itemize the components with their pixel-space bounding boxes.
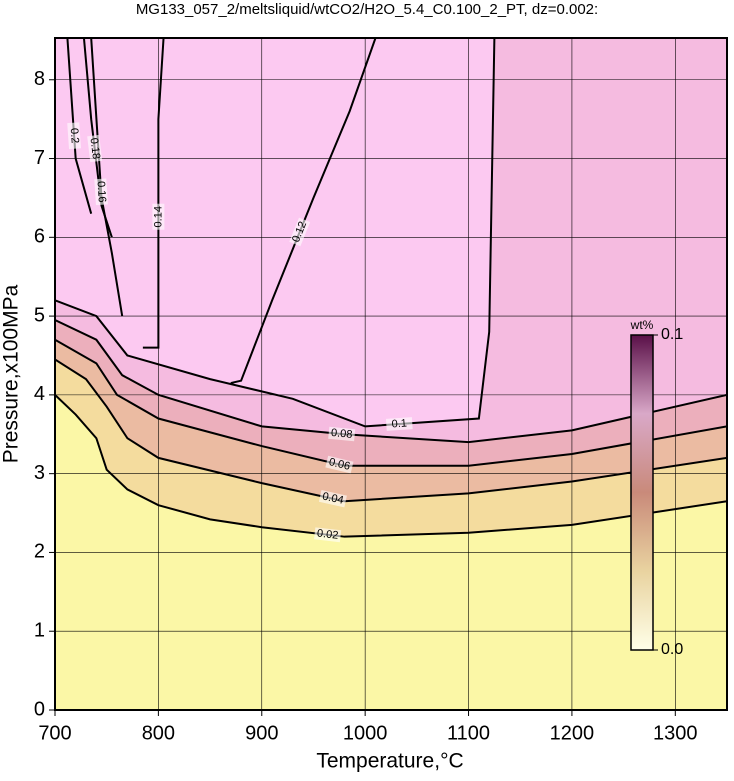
contour-line	[55, 38, 496, 428]
y-tick-label: 8	[34, 68, 45, 90]
contour-label: 0.18	[88, 137, 102, 160]
contour-label-group: 0.08	[328, 426, 356, 442]
y-tick-label: 2	[34, 541, 45, 563]
contour-label: 0.14	[152, 206, 164, 227]
x-tick-label: 900	[245, 722, 278, 744]
overlay: 0.020.040.060.080.10.120.140.160.180.2	[67, 122, 413, 543]
colorbar-title: wt%	[630, 318, 654, 332]
contour-line	[142, 38, 165, 349]
x-axis-label: Temperature,°C	[316, 750, 463, 773]
y-tick-label: 4	[34, 383, 45, 405]
contour-label-bg	[289, 217, 311, 247]
y-tick-label: 5	[34, 304, 45, 326]
x-tick-label: 1200	[550, 722, 595, 744]
contour-label: 0.06	[328, 456, 352, 473]
contour-label-bg	[328, 426, 356, 442]
contour-label-group: 0.1	[385, 417, 413, 431]
plot-frame	[54, 37, 728, 711]
x-tick-label: 1100	[447, 722, 490, 744]
contour-label-bg	[67, 122, 81, 150]
plot-area	[55, 38, 727, 710]
contour-label-group: 0.14	[152, 203, 165, 230]
colorbar-tick-label: 0.1	[661, 326, 683, 343]
contour-line	[55, 319, 727, 444]
x-tick-label: 800	[142, 722, 175, 744]
y-tick-label: 3	[34, 462, 45, 484]
y-tick-label: 6	[34, 226, 45, 248]
y-axis-label: Pressure,x100MPa	[0, 284, 23, 463]
contour-label-bg	[325, 455, 354, 474]
contour-label-group: 0.06	[325, 455, 354, 474]
contour-line	[55, 338, 727, 467]
x-tick-label: 1000	[343, 722, 388, 744]
contour-line	[90, 38, 124, 317]
contour-label: 0.2	[68, 128, 81, 144]
contour-label: 0.04	[321, 490, 344, 506]
y-tick-label: 1	[34, 620, 45, 642]
contour-label-group: 0.02	[314, 527, 342, 543]
contour-label-bg	[314, 527, 342, 543]
contour-line	[55, 358, 727, 503]
contour-label-bg	[94, 178, 108, 206]
contour-label-bg	[87, 134, 103, 163]
colorbar-tick-label: 0.0	[661, 641, 683, 658]
chart-title: MG133_057_2/meltsliquid/wtCO2/H2O_5.4_C0…	[136, 1, 598, 18]
contour-label: 0.1	[391, 417, 407, 430]
contour-label-group: 0.18	[87, 134, 103, 163]
contour-label-bg	[152, 203, 165, 230]
contour-label: 0.02	[316, 527, 339, 541]
contour-label: 0.08	[330, 427, 352, 441]
contour-label-bg	[385, 417, 413, 431]
contour-label-bg	[318, 490, 347, 508]
contour-label: 0.16	[95, 181, 108, 203]
contour-line	[230, 38, 377, 385]
x-tick-label: 700	[38, 722, 71, 744]
y-tick-label: 0	[34, 698, 45, 720]
x-tick-label: 1300	[653, 722, 698, 744]
contour-line	[82, 38, 113, 238]
contour-line	[66, 38, 93, 214]
contour-label-group: 0.2	[67, 122, 81, 150]
colorbar	[630, 334, 654, 651]
contour-label-group: 0.04	[318, 490, 347, 508]
y-tick-label: 7	[34, 147, 45, 169]
contour-line	[55, 394, 727, 538]
contour-fill	[55, 38, 495, 427]
contour-label-group: 0.16	[94, 178, 108, 206]
